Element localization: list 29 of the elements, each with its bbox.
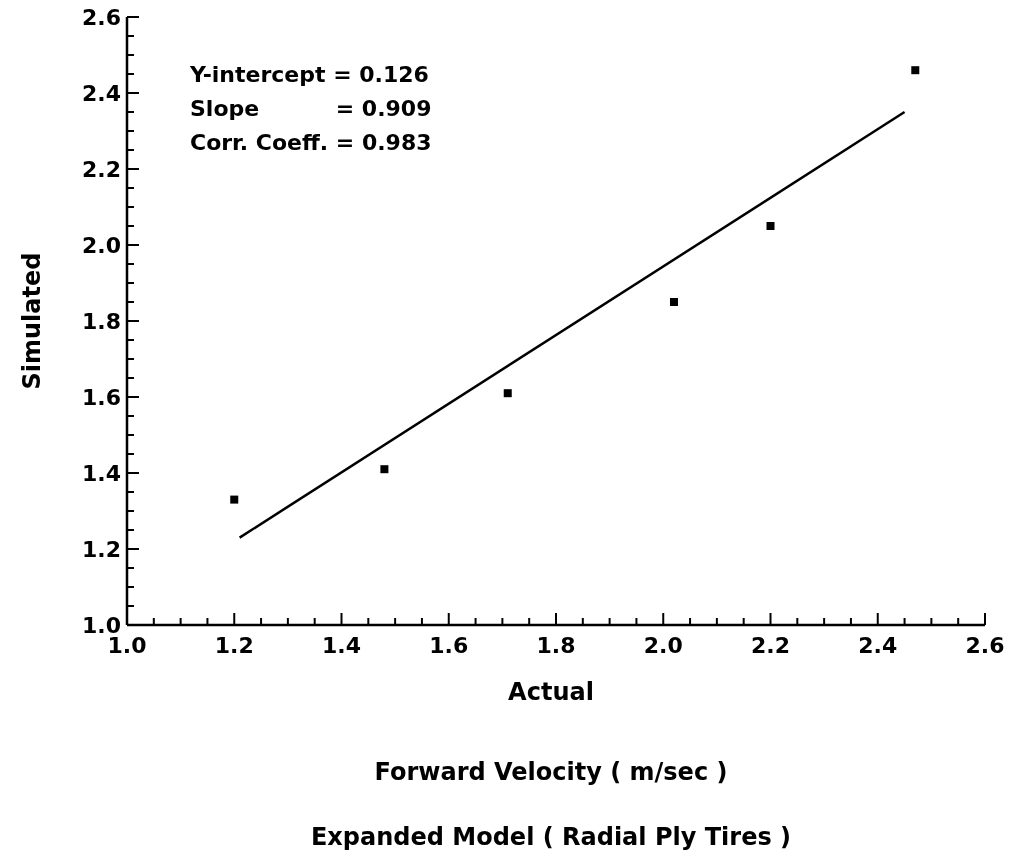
y-tick-label: 2.4 <box>82 80 121 106</box>
annotation: Slope = 0.909 <box>190 96 432 121</box>
y-tick-label: 1.2 <box>82 536 121 562</box>
annotation: Corr. Coeff. = 0.983 <box>190 130 432 155</box>
x-tick-label: 2.2 <box>751 633 790 658</box>
x-tick-label: 1.2 <box>214 633 254 658</box>
x-tick-label: 1.6 <box>429 633 469 658</box>
point <box>380 465 389 474</box>
x-tick-label: 1.8 <box>536 633 576 658</box>
y-tick-label: 1.6 <box>82 384 121 410</box>
y-tick-label: 2.0 <box>82 232 121 258</box>
x-tick-label: 2.4 <box>858 633 898 658</box>
y-tick-label: 2.6 <box>82 4 121 30</box>
text: Expanded Model ( Radial Ply Tires ) <box>310 823 792 851</box>
x-tick-label: 1.4 <box>322 633 361 658</box>
y-tick-label: 1.8 <box>82 308 121 334</box>
x-tick-label: 2.6 <box>965 633 1005 658</box>
y-tick-label: 1.4 <box>82 460 121 486</box>
point <box>766 222 775 230</box>
text: Forward Velocity ( m/sec ) <box>374 758 728 786</box>
y-tick-label: 2.2 <box>82 156 121 182</box>
point <box>669 298 678 306</box>
point <box>230 495 239 504</box>
point <box>503 389 512 398</box>
y-axis-title: Simulated <box>18 252 46 390</box>
point <box>911 66 920 75</box>
annotation: Y-intercept = 0.126 <box>189 62 429 87</box>
x-tick-label: 2.0 <box>643 633 683 658</box>
x-axis-title: Actual <box>508 678 594 706</box>
